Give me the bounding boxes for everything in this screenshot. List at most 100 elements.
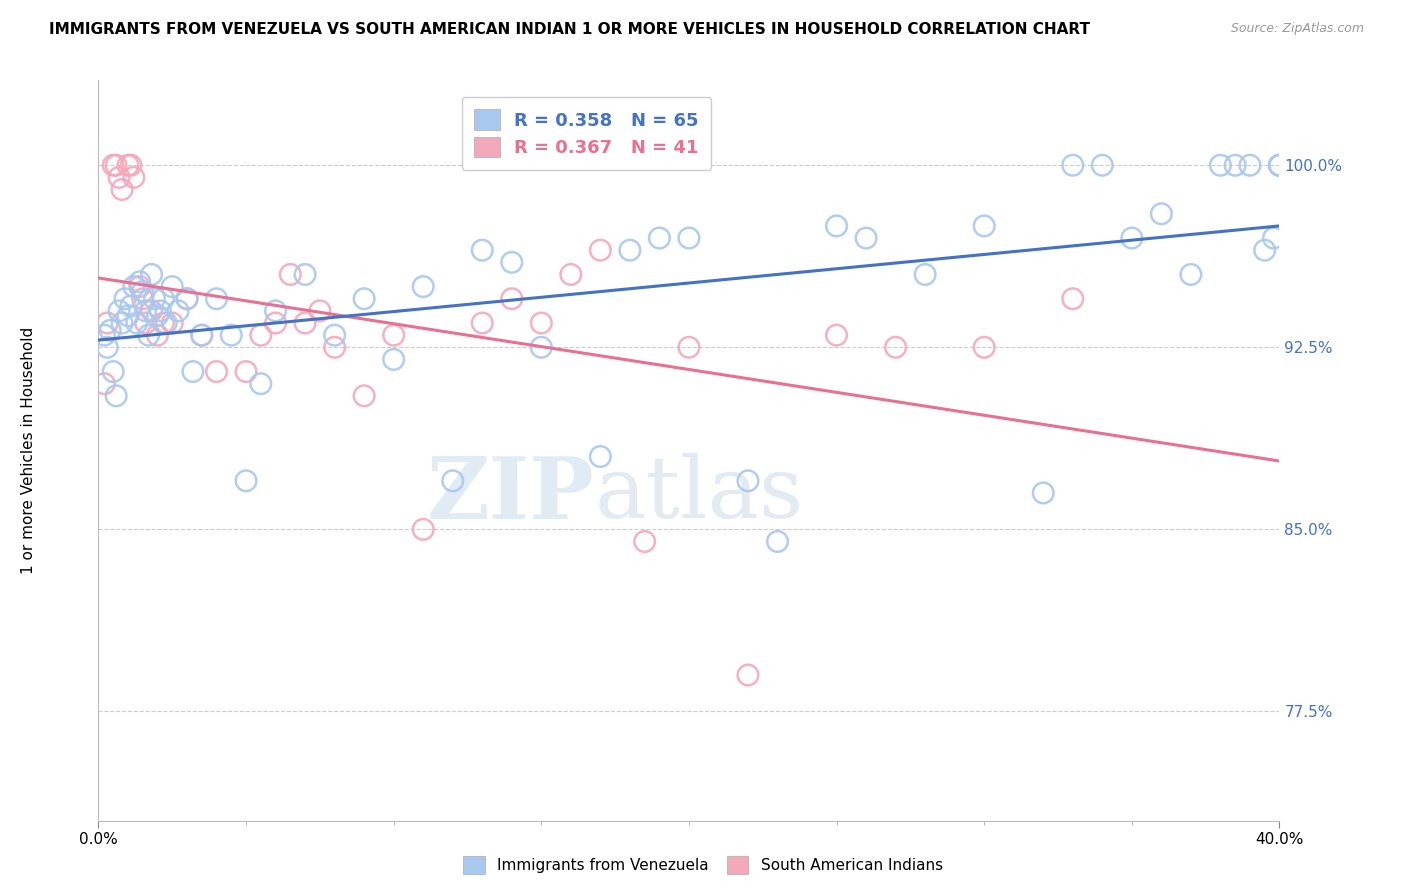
Point: [412, 279, 434, 293]
Point: [530, 340, 553, 354]
Legend: Immigrants from Venezuela, South American Indians: Immigrants from Venezuela, South America…: [457, 850, 949, 880]
Point: [235, 474, 257, 488]
Point: [973, 340, 995, 354]
Point: [973, 219, 995, 233]
Point: [619, 243, 641, 257]
Point: [1268, 158, 1291, 172]
Point: [1121, 231, 1143, 245]
Point: [93, 328, 115, 343]
Point: [191, 328, 214, 343]
Point: [221, 328, 243, 343]
Point: [96, 340, 118, 354]
Point: [117, 309, 139, 323]
Point: [264, 316, 287, 330]
Point: [105, 158, 128, 172]
Point: [294, 268, 316, 282]
Point: [382, 352, 405, 367]
Point: [152, 316, 174, 330]
Point: [250, 328, 273, 343]
Point: [471, 316, 494, 330]
Point: [1180, 268, 1202, 282]
Point: [125, 316, 148, 330]
Point: [382, 328, 405, 343]
Point: [120, 158, 142, 172]
Point: [1254, 243, 1277, 257]
Point: [678, 231, 700, 245]
Point: [884, 340, 907, 354]
Point: [737, 474, 759, 488]
Point: [162, 279, 183, 293]
Point: [323, 328, 346, 343]
Point: [353, 292, 375, 306]
Point: [1239, 158, 1261, 172]
Point: [108, 170, 131, 185]
Text: atlas: atlas: [595, 453, 804, 536]
Point: [108, 304, 131, 318]
Point: [167, 304, 190, 318]
Point: [501, 292, 523, 306]
Point: [914, 268, 936, 282]
Point: [1062, 292, 1084, 306]
Point: [149, 304, 172, 318]
Point: [141, 268, 163, 282]
Point: [560, 268, 582, 282]
Point: [294, 316, 316, 330]
Point: [589, 450, 612, 464]
Text: ZIP: ZIP: [426, 453, 595, 537]
Point: [111, 182, 134, 196]
Point: [105, 389, 128, 403]
Point: [825, 328, 848, 343]
Point: [117, 158, 139, 172]
Point: [138, 328, 160, 343]
Point: [103, 365, 125, 379]
Point: [111, 316, 134, 330]
Point: [176, 292, 198, 306]
Point: [353, 389, 375, 403]
Point: [96, 316, 118, 330]
Point: [132, 285, 155, 299]
Point: [634, 534, 657, 549]
Point: [146, 328, 169, 343]
Text: Source: ZipAtlas.com: Source: ZipAtlas.com: [1230, 22, 1364, 36]
Point: [205, 365, 228, 379]
Point: [1032, 486, 1054, 500]
Point: [191, 328, 214, 343]
Point: [141, 304, 163, 318]
Point: [737, 668, 759, 682]
Point: [501, 255, 523, 269]
Point: [155, 316, 177, 330]
Text: IMMIGRANTS FROM VENEZUELA VS SOUTH AMERICAN INDIAN 1 OR MORE VEHICLES IN HOUSEHO: IMMIGRANTS FROM VENEZUELA VS SOUTH AMERI…: [49, 22, 1090, 37]
Point: [205, 292, 228, 306]
Point: [162, 316, 183, 330]
Point: [122, 170, 145, 185]
Point: [176, 292, 198, 306]
Point: [766, 534, 789, 549]
Point: [678, 340, 700, 354]
Point: [135, 304, 157, 318]
Point: [471, 243, 494, 257]
Point: [250, 376, 273, 391]
Point: [855, 231, 877, 245]
Point: [1268, 158, 1291, 172]
Point: [143, 292, 166, 306]
Point: [128, 275, 150, 289]
Point: [412, 522, 434, 536]
Point: [122, 279, 145, 293]
Point: [1263, 231, 1285, 245]
Point: [648, 231, 671, 245]
Point: [1225, 158, 1247, 172]
Point: [530, 316, 553, 330]
Point: [146, 309, 169, 323]
Point: [1150, 207, 1173, 221]
Point: [132, 292, 155, 306]
Point: [128, 279, 150, 293]
Point: [135, 316, 157, 330]
Point: [181, 365, 204, 379]
Point: [98, 323, 121, 337]
Point: [1209, 158, 1232, 172]
Point: [103, 158, 125, 172]
Point: [825, 219, 848, 233]
Point: [114, 292, 136, 306]
Y-axis label: 1 or more Vehicles in Household: 1 or more Vehicles in Household: [21, 326, 37, 574]
Point: [441, 474, 464, 488]
